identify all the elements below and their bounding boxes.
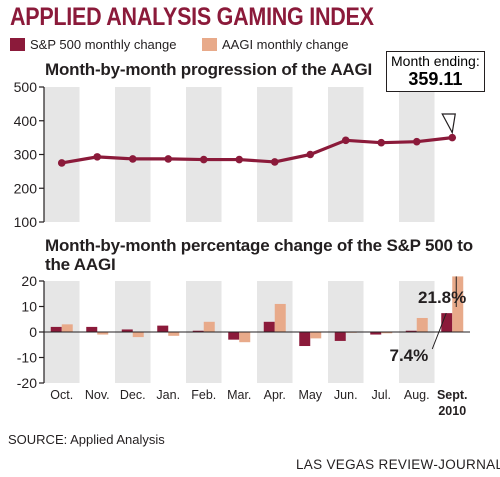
- y-tick-label: -20: [17, 375, 37, 391]
- callout-value: 359.11: [408, 69, 463, 89]
- y-tick-label: 10: [21, 299, 37, 315]
- x-tick-label: Dec.: [120, 388, 146, 402]
- data-point: [235, 155, 244, 164]
- sp500-bar: [121, 329, 133, 332]
- sp500-bar: [334, 332, 346, 341]
- legend-label-aagi: AAGI monthly change: [222, 37, 349, 52]
- aagi-bar: [168, 332, 180, 336]
- aagi-bar: [310, 332, 322, 339]
- aagi-bar: [381, 332, 393, 334]
- column-band: [115, 87, 151, 222]
- callout-pointer: [441, 113, 456, 135]
- y-tick-label: -10: [17, 350, 37, 366]
- sp500-bar: [299, 332, 311, 347]
- column-band: [399, 87, 435, 222]
- line-chart: 100 200 300 400 500: [14, 79, 457, 230]
- data-point: [128, 155, 137, 163]
- sp500-bar: [86, 326, 98, 332]
- sp500-bar: [263, 321, 275, 332]
- y-tick-label: 200: [14, 180, 38, 196]
- aagi-bar: [203, 321, 215, 332]
- x-tick-label: Apr.: [264, 388, 286, 402]
- data-point: [57, 159, 66, 167]
- callout-label: Month ending:: [391, 53, 480, 69]
- data-point: [341, 136, 350, 145]
- x-tick-label: Jul.: [372, 388, 391, 402]
- data-point: [377, 138, 386, 147]
- column-band: [44, 87, 80, 222]
- column-band: [257, 87, 293, 222]
- legend-swatch-sp500: [10, 38, 25, 51]
- x-axis: Oct. Nov. Dec. Jan. Feb. Mar. Apr. May Jun. Jul. A…: [50, 388, 467, 418]
- aagi-bar: [132, 332, 144, 338]
- x-tick-label: Jun.: [334, 388, 358, 402]
- aagi-bar: [452, 276, 464, 332]
- x-year-label: 2010: [438, 404, 466, 418]
- data-point: [412, 137, 421, 146]
- aagi-bar: [61, 324, 73, 332]
- bar-chart-title: Month-by-month percentage change of the …: [45, 236, 473, 274]
- data-point: [448, 133, 457, 142]
- y-tick-label: 20: [21, 273, 37, 289]
- data-point: [164, 155, 173, 163]
- aagi-bar: [239, 332, 251, 343]
- data-point: [306, 150, 315, 159]
- sp500-leader-line: [431, 312, 447, 350]
- sp500-value-label: 7.4%: [390, 346, 429, 365]
- data-point: [270, 158, 279, 166]
- aagi-bar: [274, 303, 286, 332]
- x-tick-label: Nov.: [85, 388, 110, 402]
- data-point: [199, 155, 208, 164]
- y-tick-label: 500: [14, 79, 38, 95]
- sp500-bar: [405, 330, 417, 332]
- x-tick-label: May: [298, 388, 322, 402]
- aagi-value-label: 21.8%: [418, 288, 466, 307]
- y-tick-label: 400: [14, 113, 38, 129]
- source-note: SOURCE: Applied Analysis: [8, 432, 165, 447]
- y-tick-label: 0: [29, 324, 37, 340]
- bar-chart: -20 -10 0 10 20 21.8% 7.4%: [17, 273, 470, 391]
- sp500-bar: [370, 332, 382, 335]
- aagi-bar: [97, 332, 109, 335]
- sp500-bar: [157, 325, 169, 332]
- legend-swatch-aagi: [202, 38, 217, 51]
- month-ending-callout: Month ending: 359.11: [386, 51, 485, 92]
- x-tick-label: Jan.: [156, 388, 180, 402]
- data-point: [93, 153, 102, 161]
- x-tick-label: Aug.: [404, 388, 430, 402]
- x-tick-label: Sept.: [437, 388, 468, 402]
- sp500-bar: [192, 330, 204, 332]
- y-tick-label: 100: [14, 214, 38, 230]
- sp500-bar: [441, 313, 453, 332]
- column-band: [328, 87, 364, 222]
- y-tick-label: 300: [14, 147, 38, 163]
- x-tick-label: Feb.: [191, 388, 216, 402]
- x-tick-label: Oct.: [50, 388, 73, 402]
- sp500-bar: [50, 326, 62, 332]
- x-tick-label: Mar.: [227, 388, 251, 402]
- publisher-credit: LAS VEGAS REVIEW-JOURNAL: [296, 457, 500, 472]
- column-band: [186, 87, 222, 222]
- aagi-line: [61, 136, 453, 165]
- line-chart-title: Month-by-month progression of the AAGI: [45, 60, 373, 79]
- legend-label-sp500: S&P 500 monthly change: [30, 37, 177, 52]
- sp500-bar: [228, 332, 240, 340]
- chart-title: APPLIED ANALYSIS GAMING INDEX: [10, 3, 374, 31]
- aagi-bar: [416, 317, 428, 332]
